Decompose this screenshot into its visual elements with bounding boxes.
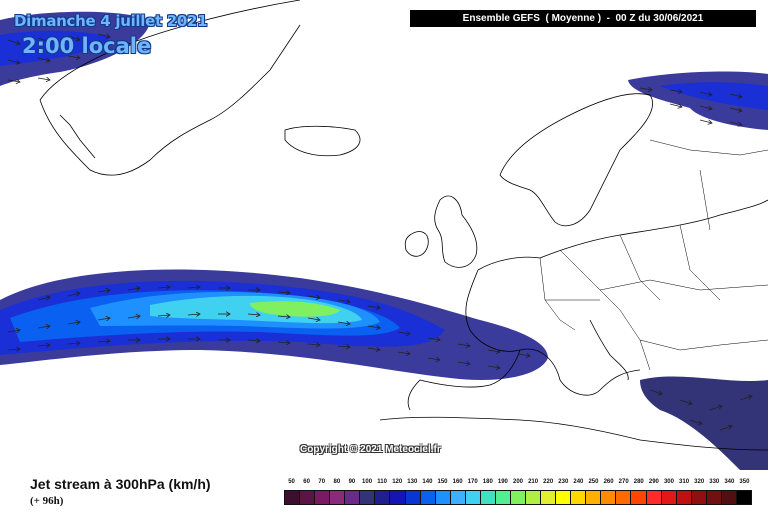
scale-tick-label: 80 — [333, 479, 341, 485]
scandinavia-coast — [499, 93, 653, 227]
scale-tick-label: 300 — [663, 479, 674, 485]
scale-tick-label: 330 — [709, 479, 720, 485]
italy-coast — [589, 319, 629, 381]
scale-tick-label: 210 — [528, 479, 539, 485]
scale-swatch — [360, 491, 376, 504]
scale-tick-label: 240 — [573, 479, 584, 485]
scale-tick-label: 190 — [497, 479, 508, 485]
country-borders — [539, 139, 768, 371]
coastlines — [39, 0, 768, 451]
scale-swatch — [571, 491, 587, 504]
scale-swatch — [390, 491, 406, 504]
scale-tick-label: 90 — [348, 479, 356, 485]
uk-ireland-coast — [404, 195, 478, 268]
scale-swatch — [586, 491, 602, 504]
scale-swatch — [706, 491, 722, 504]
scale-tick-label: 280 — [633, 479, 644, 485]
scale-tick-label: 140 — [422, 479, 433, 485]
scale-swatch — [646, 491, 662, 504]
scale-swatch — [405, 491, 421, 504]
scale-swatch — [375, 491, 391, 504]
scale-tick-label: 200 — [512, 479, 524, 485]
scale-tick-label: 250 — [588, 479, 599, 485]
scale-tick-label: 320 — [694, 479, 705, 485]
scale-swatch — [691, 491, 707, 504]
scale-swatch — [480, 491, 496, 504]
scale-swatch — [315, 491, 331, 504]
scale-swatch — [616, 491, 632, 504]
scale-swatch — [661, 491, 677, 504]
scale-tick-label: 340 — [724, 479, 735, 485]
scale-tick-label: 120 — [392, 479, 403, 485]
scale-swatch — [345, 491, 361, 504]
scale-tick-label: 70 — [318, 479, 326, 485]
scale-tick-label: 310 — [679, 479, 690, 485]
scale-swatch — [541, 491, 557, 504]
scale-swatch — [526, 491, 542, 504]
lead-time-label: (+ 96h) — [30, 495, 64, 507]
scale-swatch — [450, 491, 466, 504]
scale-tick-label: 180 — [482, 479, 493, 485]
color-scale-bar — [284, 490, 752, 505]
scale-swatch — [736, 491, 751, 504]
forecast-date: Dimanche 4 juillet 2021 — [14, 12, 208, 30]
copyright-notice: Copyright © 2021 Meteociel.fr — [300, 444, 441, 455]
scale-tick-label: 270 — [618, 479, 629, 485]
jet-scandinavia-inner — [660, 82, 768, 110]
scale-tick-label: 290 — [648, 479, 659, 485]
scale-swatch — [631, 491, 647, 504]
jet-east-med — [640, 376, 768, 470]
scale-tick-label: 230 — [558, 479, 569, 485]
scale-swatch — [465, 491, 481, 504]
scale-swatch — [510, 491, 526, 504]
wind-arrows — [7, 33, 752, 431]
jet-stream-field — [0, 11, 768, 470]
scale-tick-label: 110 — [377, 479, 387, 485]
scale-swatch — [285, 491, 301, 504]
scale-swatch — [721, 491, 737, 504]
scale-tick-label: 130 — [407, 479, 418, 485]
scale-tick-label: 170 — [467, 479, 478, 485]
model-run-info: Ensemble GEFS ( Moyenne ) - 00 Z du 30/0… — [410, 10, 756, 27]
jet-core-max — [250, 301, 340, 317]
scale-tick-label: 220 — [543, 479, 554, 485]
scale-swatch — [556, 491, 572, 504]
product-label: Jet stream à 300hPa (km/h) — [30, 476, 211, 492]
scale-tick-label: 350 — [739, 479, 750, 485]
scale-swatch — [676, 491, 692, 504]
iceland-coast — [284, 125, 361, 157]
scale-swatch — [420, 491, 436, 504]
scale-swatch — [330, 491, 346, 504]
map-canvas — [0, 0, 768, 470]
scale-tick-label: 60 — [303, 479, 310, 485]
scale-swatch — [300, 491, 316, 504]
scale-tick-label: 160 — [452, 479, 463, 485]
scale-tick-label: 150 — [437, 479, 448, 485]
scale-swatch — [495, 491, 511, 504]
scale-tick-label: 260 — [603, 479, 614, 485]
scale-tick-label: 50 — [288, 479, 295, 485]
forecast-local-time: 2:00 locale — [22, 34, 152, 58]
scale-swatch — [435, 491, 451, 504]
jet-greenland-inner — [0, 30, 110, 66]
africa-coast — [379, 416, 768, 451]
greenland-coast — [39, 0, 301, 176]
scale-tick-label: 100 — [362, 479, 373, 485]
scale-swatch — [601, 491, 617, 504]
color-scale-labels: 50 60 70 80 90 100 110 120 130 140 150 160 170 180 190… — [284, 479, 752, 489]
